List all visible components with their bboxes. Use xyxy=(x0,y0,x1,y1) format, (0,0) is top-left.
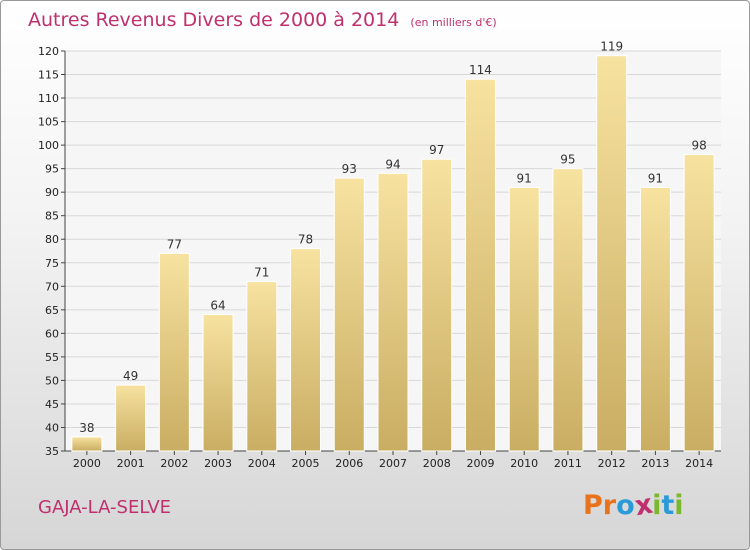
logo-letter: i xyxy=(674,490,684,521)
x-tick-label: 2009 xyxy=(466,457,494,470)
bar xyxy=(464,78,496,452)
x-tick-label: 2001 xyxy=(117,457,145,470)
x-tick-label: 2006 xyxy=(335,457,363,470)
y-tick-label: 120 xyxy=(38,45,59,58)
x-tick-label: 2004 xyxy=(248,457,276,470)
bar xyxy=(246,281,278,452)
x-tick-label: 2005 xyxy=(292,457,320,470)
y-tick-label: 95 xyxy=(45,163,59,176)
bar xyxy=(158,252,190,452)
logo-letter: o xyxy=(616,490,635,521)
y-tick-label: 75 xyxy=(45,257,59,270)
x-tick-label: 2011 xyxy=(554,457,582,470)
data-label: 91 xyxy=(517,171,532,185)
bar xyxy=(333,177,365,452)
title-text: Autres Revenus Divers de 2000 à 2014 xyxy=(28,9,400,31)
data-label: 38 xyxy=(79,421,94,435)
data-label: 71 xyxy=(254,266,269,280)
data-label: 64 xyxy=(210,299,225,313)
data-label: 119 xyxy=(600,40,623,54)
logo-letter: i xyxy=(652,490,662,521)
y-tick-label: 105 xyxy=(38,116,59,129)
data-label: 98 xyxy=(691,139,706,153)
bar xyxy=(508,186,540,452)
bar xyxy=(596,55,628,452)
x-tick-label: 2002 xyxy=(160,457,188,470)
x-tick-label: 2010 xyxy=(510,457,538,470)
logo-letter: r xyxy=(602,490,617,521)
y-tick-label: 60 xyxy=(45,327,59,340)
bar xyxy=(290,248,322,452)
chart-title: Autres Revenus Divers de 2000 à 2014 (en… xyxy=(28,9,497,31)
y-tick-label: 40 xyxy=(45,421,59,434)
x-tick-label: 2012 xyxy=(598,457,626,470)
y-tick-label: 50 xyxy=(45,374,59,387)
data-label: 95 xyxy=(560,153,575,167)
x-tick-label: 2014 xyxy=(685,457,713,470)
x-tick-label: 2013 xyxy=(641,457,669,470)
proxiti-logo: Proxiti xyxy=(583,489,684,523)
y-tick-label: 55 xyxy=(45,351,59,364)
y-tick-label: 35 xyxy=(45,445,59,458)
logo-letter: P xyxy=(583,490,603,521)
bar xyxy=(115,384,147,452)
title-unit: (en milliers d'€) xyxy=(410,16,497,29)
y-tick-label: 100 xyxy=(38,139,59,152)
y-tick-label: 80 xyxy=(45,233,59,246)
y-tick-label: 85 xyxy=(45,210,59,223)
data-label: 97 xyxy=(429,143,444,157)
x-tick-label: 2007 xyxy=(379,457,407,470)
data-label: 94 xyxy=(385,157,400,171)
bar xyxy=(552,168,584,452)
y-tick-label: 45 xyxy=(45,398,59,411)
y-tick-label: 90 xyxy=(45,186,59,199)
city-name: GAJA-LA-SELVE xyxy=(38,497,172,518)
y-tick-label: 115 xyxy=(38,69,59,82)
data-label: 49 xyxy=(123,369,138,383)
logo-letter: t xyxy=(661,490,675,521)
y-tick-label: 110 xyxy=(38,92,59,105)
data-label: 91 xyxy=(648,171,663,185)
bar xyxy=(683,154,715,452)
data-label: 114 xyxy=(469,63,492,77)
y-tick-label: 70 xyxy=(45,280,59,293)
bar xyxy=(421,158,453,452)
bar xyxy=(377,172,409,452)
data-label: 93 xyxy=(342,162,357,176)
y-tick-label: 65 xyxy=(45,304,59,317)
bar xyxy=(202,314,234,452)
x-tick-label: 2003 xyxy=(204,457,232,470)
bar xyxy=(639,186,671,452)
x-tick-label: 2000 xyxy=(73,457,101,470)
data-label: 77 xyxy=(167,237,182,251)
bar xyxy=(71,436,103,452)
x-tick-label: 2008 xyxy=(423,457,451,470)
data-label: 78 xyxy=(298,233,313,247)
